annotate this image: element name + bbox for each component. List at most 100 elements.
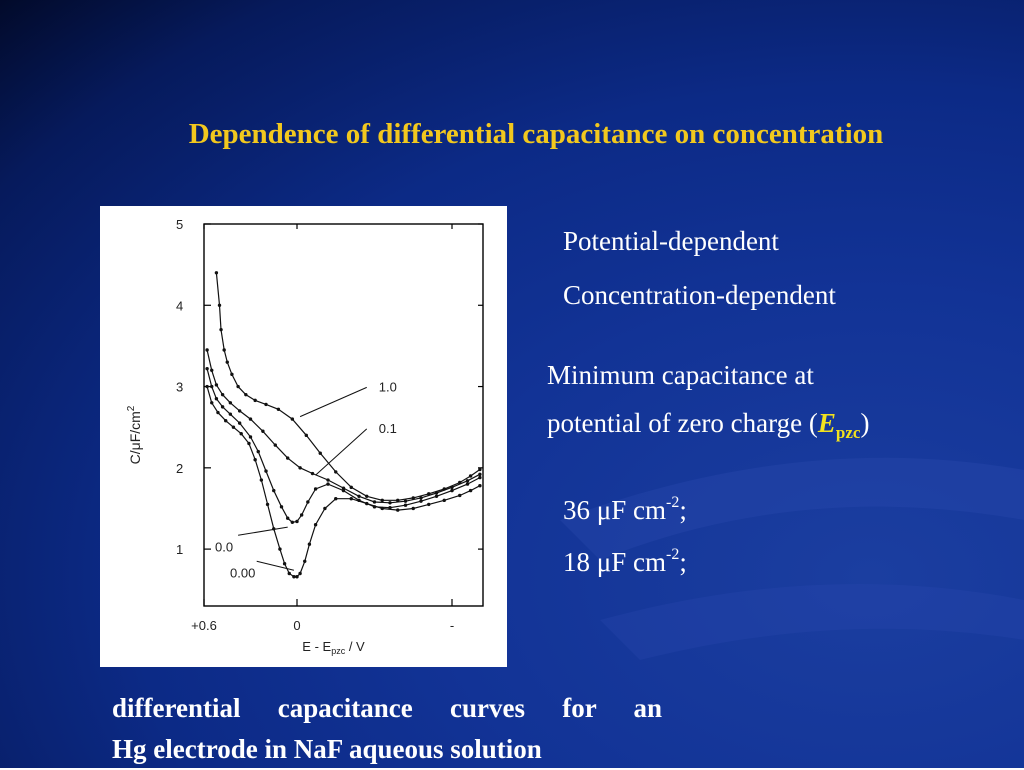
data-point bbox=[230, 372, 234, 377]
data-point bbox=[286, 456, 290, 460]
data-point bbox=[341, 486, 346, 490]
x-tick-label: +0.6 bbox=[191, 618, 217, 633]
data-point bbox=[290, 520, 295, 524]
data-point bbox=[341, 488, 346, 493]
data-point bbox=[279, 505, 284, 509]
data-point bbox=[365, 501, 369, 506]
annotation-label: 0.0 bbox=[215, 539, 233, 554]
minimum-line2-suffix: ) bbox=[860, 408, 870, 438]
value-18-unit: μF cm bbox=[596, 547, 666, 577]
value-36-exponent: -2 bbox=[665, 494, 680, 511]
data-point bbox=[295, 519, 299, 524]
value-36-number: 36 bbox=[563, 495, 597, 525]
data-point bbox=[298, 466, 302, 470]
y-axis-label: C/μF/cm2 bbox=[126, 405, 143, 464]
data-point bbox=[237, 409, 242, 413]
series-line-0 bbox=[215, 272, 481, 501]
data-point bbox=[323, 506, 327, 511]
value-36-unit: μF cm bbox=[596, 495, 666, 525]
data-point bbox=[349, 485, 353, 490]
data-point bbox=[334, 470, 338, 474]
data-point bbox=[306, 500, 310, 504]
data-point bbox=[434, 491, 439, 495]
value-36-end: ; bbox=[679, 495, 687, 525]
data-point bbox=[396, 498, 400, 503]
data-point bbox=[295, 575, 299, 579]
epzc-subscript: pzc bbox=[835, 423, 861, 442]
data-point bbox=[210, 401, 214, 405]
capacitance-figure: 1 2 3 4 5 +0.6 0 - E - Epzc / V C/μF/cm2 1.0 0.1 0.0… bbox=[100, 206, 507, 667]
data-point bbox=[253, 458, 257, 462]
data-point bbox=[326, 478, 330, 482]
data-point bbox=[220, 405, 225, 409]
data-point bbox=[427, 502, 431, 507]
data-point bbox=[290, 417, 295, 421]
epzc-symbol: E bbox=[817, 408, 836, 438]
data-point bbox=[298, 571, 302, 576]
data-point bbox=[292, 575, 296, 579]
data-point bbox=[411, 496, 415, 500]
data-point bbox=[318, 451, 322, 455]
series-line-2 bbox=[206, 368, 481, 523]
value-18-number: 18 bbox=[563, 547, 597, 577]
annotation-label: 0.1 bbox=[379, 421, 397, 436]
y-tick-label: 2 bbox=[176, 461, 183, 476]
bullet-minimum-line1: Minimum capacitance at bbox=[547, 360, 814, 390]
data-point bbox=[278, 547, 282, 551]
bullet-potential-dependent: Potential-dependent bbox=[563, 226, 779, 256]
data-point bbox=[210, 368, 214, 372]
annotation-leader bbox=[299, 386, 367, 418]
data-point bbox=[253, 398, 257, 403]
data-point bbox=[403, 503, 408, 507]
data-point bbox=[310, 471, 315, 476]
data-point bbox=[239, 431, 243, 436]
figure-caption: differential capacitance curves for an H… bbox=[112, 688, 672, 770]
data-point bbox=[304, 433, 308, 438]
data-point bbox=[219, 327, 223, 332]
data-point bbox=[222, 348, 226, 352]
data-point bbox=[231, 425, 236, 429]
bullet-minimum-line2: potential of zero charge (Epzc) bbox=[547, 408, 869, 443]
data-point bbox=[334, 497, 338, 501]
value-36: 36 μF cm-2; bbox=[563, 494, 687, 526]
data-point bbox=[276, 407, 281, 412]
data-point bbox=[210, 384, 214, 389]
plot-frame bbox=[203, 223, 484, 607]
data-point bbox=[237, 421, 242, 425]
data-point bbox=[256, 449, 260, 454]
annotation-label: 0.00 bbox=[230, 565, 255, 580]
data-point bbox=[372, 500, 377, 504]
data-point bbox=[307, 542, 312, 546]
y-tick-label: 5 bbox=[176, 217, 183, 232]
data-point bbox=[286, 516, 290, 520]
data-point bbox=[247, 441, 251, 446]
data-point bbox=[205, 366, 209, 371]
data-point bbox=[299, 513, 304, 517]
data-point bbox=[478, 467, 482, 472]
data-point bbox=[403, 499, 408, 503]
data-point bbox=[434, 494, 439, 498]
data-point bbox=[228, 412, 233, 416]
data-point bbox=[450, 485, 454, 490]
series-line-3 bbox=[206, 386, 481, 578]
slide-title: Dependence of differential capacitance o… bbox=[188, 118, 884, 150]
data-point bbox=[273, 443, 277, 447]
data-point bbox=[468, 488, 473, 493]
data-point bbox=[287, 571, 291, 576]
data-point bbox=[380, 498, 384, 503]
data-point bbox=[349, 497, 353, 501]
data-point bbox=[465, 479, 470, 483]
data-point bbox=[478, 472, 482, 477]
data-point bbox=[265, 502, 270, 507]
data-point bbox=[205, 384, 209, 389]
data-point bbox=[244, 392, 248, 397]
data-point bbox=[365, 494, 369, 498]
data-point bbox=[450, 488, 454, 493]
data-point bbox=[388, 501, 392, 505]
data-point bbox=[272, 488, 276, 493]
y-tick-label: 3 bbox=[176, 380, 183, 395]
data-point bbox=[442, 498, 446, 503]
data-point bbox=[205, 348, 209, 352]
data-point bbox=[478, 484, 482, 488]
data-point bbox=[357, 494, 361, 498]
